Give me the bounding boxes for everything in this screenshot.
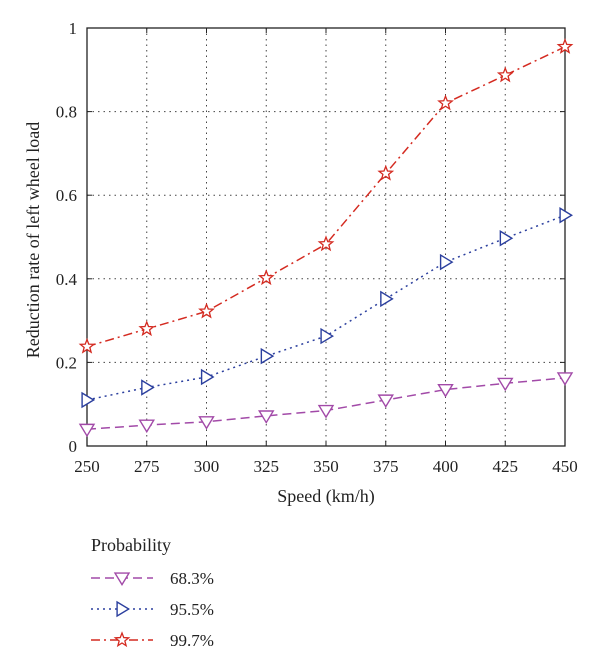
- legend-marker: [113, 631, 131, 648]
- data-point: [317, 404, 335, 419]
- data-point: [141, 379, 155, 396]
- x-tick-label: 400: [433, 457, 459, 476]
- data-point: [78, 423, 96, 438]
- data-point: [380, 290, 394, 308]
- y-axis-label: Reduction rate of left wheel load: [23, 122, 43, 358]
- legend-item: 68.3%: [91, 569, 214, 588]
- data-point: [138, 320, 156, 337]
- x-tick-label: 250: [74, 457, 100, 476]
- data-point: [257, 269, 275, 286]
- data-point: [559, 207, 574, 224]
- x-axis-label: Speed (km/h): [277, 486, 374, 507]
- data-point: [260, 347, 275, 365]
- legend-label: 99.7%: [170, 631, 214, 650]
- data-point: [499, 230, 514, 247]
- legend-item: 99.7%: [91, 631, 214, 650]
- series-0: [78, 372, 574, 438]
- data-point: [497, 377, 514, 392]
- data-point: [439, 253, 454, 271]
- y-tick-label: 1: [69, 19, 78, 38]
- y-tick-label: 0.8: [56, 103, 77, 122]
- series-1: [81, 207, 574, 409]
- data-point: [437, 383, 454, 398]
- data-point: [556, 372, 574, 386]
- x-tick-label: 325: [254, 457, 280, 476]
- axis-ticks: 250 275 300 325 350 375 400 425 450 0 0.2 0.4 0.6 0.8…: [56, 19, 578, 476]
- x-tick-label: 375: [373, 457, 399, 476]
- legend-label: 68.3%: [170, 569, 214, 588]
- data-point: [138, 419, 155, 434]
- data-point: [198, 302, 215, 319]
- data-point: [317, 235, 335, 252]
- series-2: [78, 38, 574, 354]
- series-layer: [78, 38, 574, 438]
- x-tick-label: 425: [493, 457, 519, 476]
- y-tick-label: 0.6: [56, 186, 77, 205]
- legend: 68.3% 95.5% 99.7%: [91, 569, 214, 650]
- legend-marker: [113, 572, 131, 587]
- data-point: [78, 337, 96, 354]
- legend-label: 95.5%: [170, 600, 214, 619]
- data-point: [258, 410, 275, 424]
- y-tick-label: 0.4: [56, 270, 78, 289]
- data-point: [81, 391, 96, 409]
- x-tick-label: 300: [194, 457, 220, 476]
- data-point: [496, 66, 514, 83]
- x-tick-label: 350: [313, 457, 339, 476]
- y-tick-label: 0.2: [56, 353, 77, 372]
- legend-marker: [116, 600, 131, 618]
- series-line: [86, 46, 566, 348]
- data-point: [320, 327, 335, 345]
- x-tick-label: 275: [134, 457, 160, 476]
- data-point: [377, 394, 394, 409]
- legend-title: Probability: [91, 535, 171, 555]
- y-tick-label: 0: [69, 437, 78, 456]
- data-point: [556, 38, 574, 54]
- data-point: [377, 164, 395, 181]
- data-point: [437, 94, 454, 111]
- legend-item: 95.5%: [91, 600, 214, 619]
- x-tick-label: 450: [552, 457, 578, 476]
- data-point: [198, 416, 215, 430]
- data-point: [200, 368, 215, 386]
